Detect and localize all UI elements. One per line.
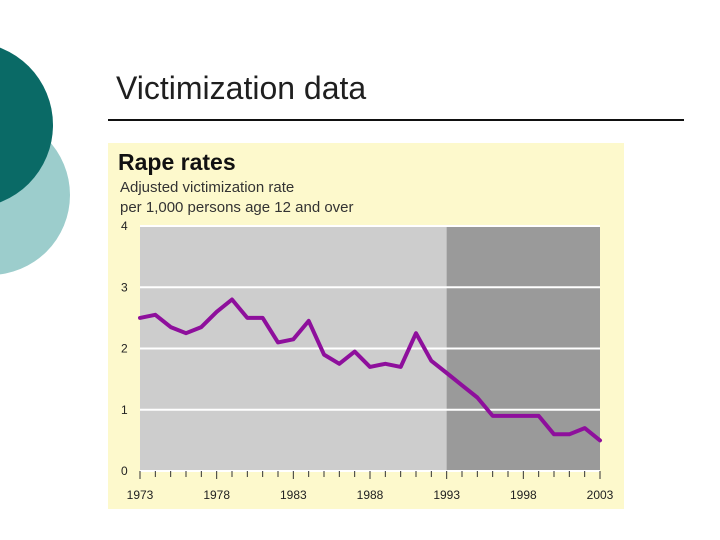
dark-teal-circle	[0, 47, 53, 203]
line-chart: 0 1 2 3 4 1973 1978 1983 1988 1993 1998 2003	[121, 219, 614, 502]
chart-title: Rape rates	[118, 149, 236, 175]
title-divider	[108, 119, 684, 121]
x-tick-label: 1988	[357, 488, 384, 502]
x-tick-label: 1978	[203, 488, 230, 502]
chart-subtitle-line-2: per 1,000 persons age 12 and over	[120, 199, 354, 216]
teal-circle-decoration	[0, 47, 70, 275]
chart-subtitle-line-1: Adjusted victimization rate	[120, 179, 295, 196]
chart-subtitle: Adjusted victimization rate per 1,000 pe…	[120, 178, 354, 218]
slide-title: Victimization data	[116, 70, 367, 106]
y-tick-label: 4	[121, 219, 128, 233]
x-tick-label: 2003	[587, 488, 614, 502]
x-tick-label: 1993	[433, 488, 460, 502]
y-tick-label: 0	[121, 464, 128, 478]
y-tick-label: 3	[121, 280, 128, 294]
series-line	[138, 297, 602, 443]
y-tick-label: 2	[121, 342, 128, 356]
x-tick-label: 1973	[127, 488, 154, 502]
y-tick-label: 1	[121, 403, 128, 417]
chart-panel: Rape rates Adjusted victimization rate p…	[108, 143, 624, 509]
x-tick-label: 1983	[280, 488, 307, 502]
x-tick-label: 1998	[510, 488, 537, 502]
